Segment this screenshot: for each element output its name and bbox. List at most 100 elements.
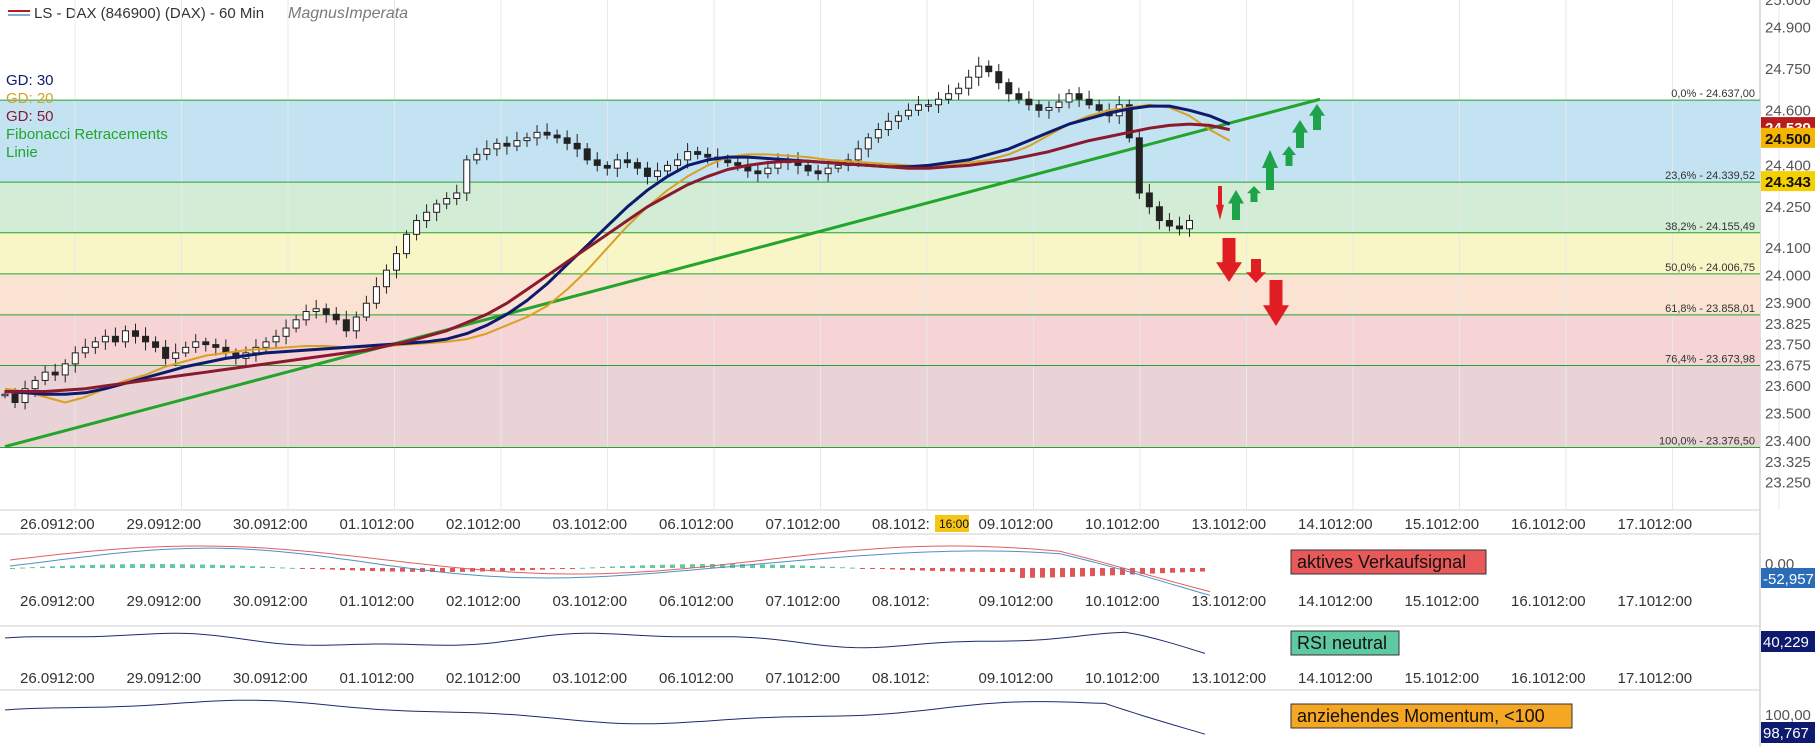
moving-averages <box>4 103 1231 404</box>
candle-body <box>1 393 9 397</box>
macd-bar <box>970 568 975 572</box>
y-tick-label: 24.100 <box>1765 240 1811 257</box>
candle-body <box>1155 206 1163 222</box>
candle <box>804 161 812 177</box>
x-tick-label: 16.10 <box>1511 593 1549 610</box>
macd-bar <box>30 567 35 569</box>
author-label: MagnusImperata <box>288 5 408 22</box>
macd-bar <box>430 568 435 572</box>
macd-bar <box>90 564 95 568</box>
macd-bar <box>530 568 535 570</box>
candle-body <box>643 167 651 177</box>
y-tick-label: 24.000 <box>1765 268 1811 285</box>
candle-body <box>985 65 993 73</box>
x-tick-label: 12:00 <box>1655 670 1693 687</box>
header-line-icon-2 <box>8 14 30 16</box>
x-tick-label: 12:00 <box>483 593 521 610</box>
candle-body <box>955 87 963 95</box>
macd-bar <box>160 564 165 568</box>
macd-bar <box>1050 568 1055 578</box>
macd-bar <box>400 568 405 572</box>
x-tick-label: 12:00 <box>164 516 202 533</box>
y-tick-label: 24.400 <box>1765 157 1811 174</box>
x-tick-label: 12:00 <box>1229 670 1267 687</box>
x-tick-label: 26.09 <box>20 516 58 533</box>
x-tick-label: 12: <box>909 670 930 687</box>
x-tick-label: 12:00 <box>1122 670 1160 687</box>
candle-body <box>935 98 943 106</box>
candle <box>925 99 933 112</box>
candle-body <box>1145 192 1153 208</box>
candle <box>152 336 160 353</box>
macd-bar <box>310 568 315 569</box>
candle <box>111 327 119 347</box>
x-tick-label: 07.10 <box>766 593 804 610</box>
macd-bar <box>920 568 925 571</box>
macd-bar <box>690 564 695 568</box>
candle <box>282 319 290 345</box>
candle-body <box>1065 93 1073 103</box>
x-tick-label: 12:00 <box>164 593 202 610</box>
candle <box>202 337 210 352</box>
candle <box>483 140 491 161</box>
macd-bar <box>600 566 605 568</box>
y-tick-label: 24.750 <box>1765 61 1811 78</box>
candle <box>172 343 180 367</box>
candle-body <box>463 159 471 194</box>
y-tick-label: 23.250 <box>1765 474 1811 491</box>
macd-bar <box>780 564 785 568</box>
fib-bands <box>0 100 1760 448</box>
x-tick-label: 12:00 <box>803 593 841 610</box>
candle-body <box>754 170 762 175</box>
macd-bar <box>300 568 305 569</box>
x-tick-label: 17.10 <box>1618 593 1656 610</box>
candle <box>51 363 59 381</box>
macd-bar <box>200 564 205 568</box>
x-tick-label: 12:00 <box>57 670 95 687</box>
projection-arrows <box>1216 104 1325 326</box>
macd-bar <box>260 566 265 568</box>
x-tick-label: 13.10 <box>1192 670 1230 687</box>
candle <box>403 230 411 259</box>
fib-band <box>0 182 1760 233</box>
macd-bar <box>80 565 85 568</box>
candle-body <box>1085 98 1093 106</box>
candle <box>583 143 591 165</box>
candle <box>1025 91 1033 111</box>
fib-band <box>0 314 1760 366</box>
macd-bar <box>1120 568 1125 575</box>
candle-body <box>1075 93 1083 100</box>
candle <box>332 307 340 325</box>
x-tick-label: 29.09 <box>127 593 165 610</box>
macd-bar <box>40 566 45 568</box>
candle <box>894 110 902 130</box>
candle-body <box>1186 220 1194 230</box>
time-marker-box <box>935 515 969 532</box>
candle <box>965 69 973 96</box>
macd-bar <box>1010 568 1015 572</box>
x-tick-label: 07.10 <box>766 670 804 687</box>
macd-bar <box>940 568 945 572</box>
y-tick-label: 23.400 <box>1765 433 1811 450</box>
candle-body <box>111 335 119 343</box>
x-tick-label: 12:00 <box>1442 593 1480 610</box>
x-tick-label: 12: <box>909 593 930 610</box>
macd-bar <box>1030 568 1035 578</box>
candle-body <box>995 71 1003 84</box>
macd-bar <box>10 568 15 569</box>
x-tick-label: 12:00 <box>1548 516 1586 533</box>
candle <box>573 133 581 158</box>
candle <box>352 311 360 339</box>
candle-body <box>1045 107 1053 111</box>
candle-body <box>674 159 682 166</box>
y-tick-label: 23.325 <box>1765 454 1811 471</box>
candle-body <box>483 148 491 155</box>
candle-body <box>21 388 29 403</box>
fib-lines: 0,0% - 24.637,00 23,6% - 24.339,52 38,2% -… <box>0 88 1760 449</box>
macd-bar <box>860 568 865 569</box>
macd-bar <box>950 568 955 572</box>
candle <box>91 336 99 354</box>
x-tick-label: 12:00 <box>1655 593 1693 610</box>
x-tick-label: 26.09 <box>20 593 58 610</box>
